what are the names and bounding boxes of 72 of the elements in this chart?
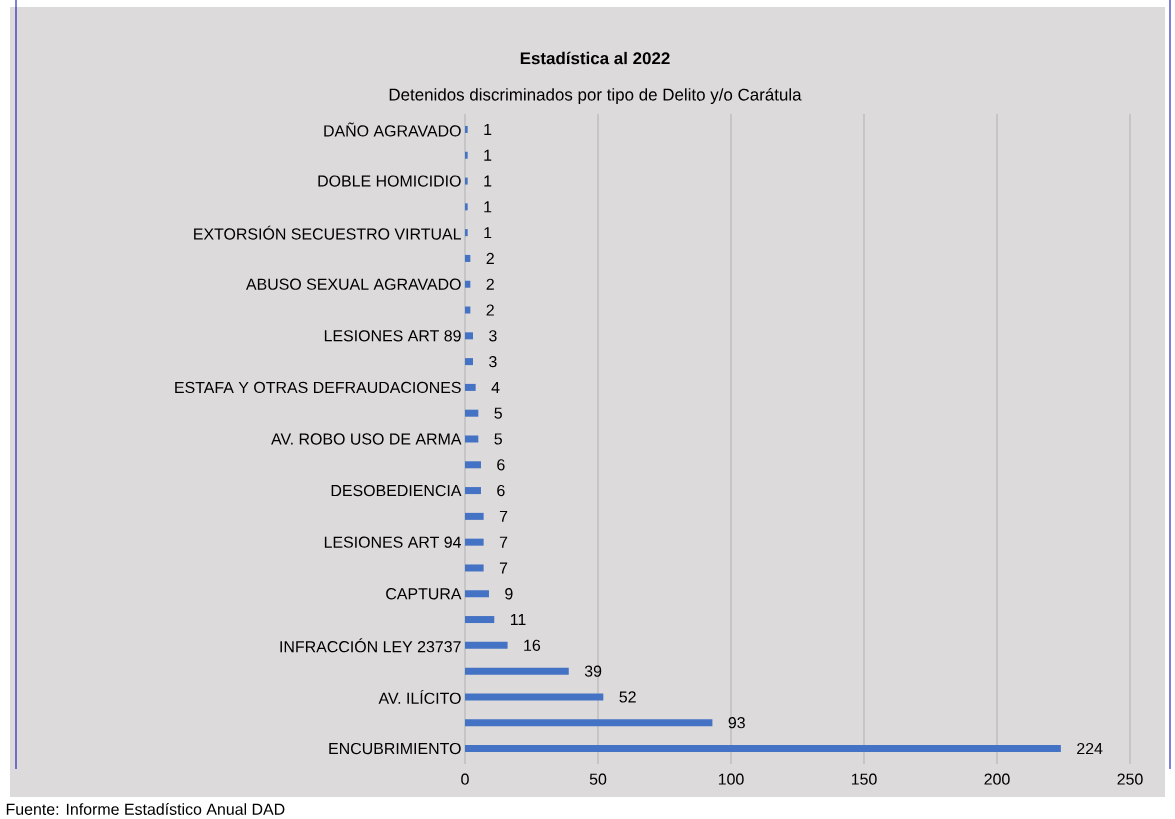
bar [465, 745, 1061, 753]
data-label: 4 [491, 381, 500, 393]
data-label: 11 [510, 614, 526, 626]
y-tick-label: LESIONES ART 89 [324, 330, 461, 342]
bar [465, 538, 484, 546]
bar [465, 177, 468, 185]
bar [465, 358, 473, 366]
bar [465, 461, 481, 469]
data-label: 7 [499, 536, 508, 548]
data-label: 5 [494, 407, 502, 419]
data-label: 3 [489, 355, 497, 368]
chart-title: Estadística al 2022 [520, 51, 670, 65]
data-label: 3 [489, 330, 497, 342]
bar [465, 383, 476, 391]
data-label: 9 [505, 588, 513, 600]
data-label: 39 [584, 665, 602, 677]
data-label: 1 [484, 227, 492, 239]
bar [465, 719, 713, 727]
y-tick-label: ESTAFA Y OTRAS DEFRAUDACIONES [175, 381, 461, 394]
bar [465, 280, 471, 288]
bar [465, 203, 468, 211]
bar [465, 616, 495, 624]
bar [465, 641, 508, 649]
data-label: 2 [486, 278, 494, 290]
x-tick-label: 0 [461, 773, 469, 785]
bar [465, 332, 473, 340]
data-label: 1 [484, 201, 492, 213]
data-label: 16 [524, 639, 541, 651]
bar [465, 667, 569, 675]
bar [465, 229, 468, 237]
source-note: Fuente: Informe Estadístico Anual DAD [6, 803, 285, 815]
x-tick-label: 50 [589, 773, 607, 785]
data-label: 224 [1077, 742, 1103, 755]
data-label: 2 [486, 252, 494, 264]
y-tick-label: INFRACCIÓN LEY 23737 [280, 638, 461, 653]
data-label: 1 [484, 123, 492, 135]
bar [465, 512, 484, 520]
bar [465, 125, 468, 133]
data-label: 1 [484, 149, 492, 161]
data-label: 6 [497, 484, 505, 497]
y-tick-label: ABUSO SEXUAL AGRAVADO [245, 278, 461, 290]
y-tick-label: ENCUBRIMIENTO [329, 742, 461, 755]
bar [465, 151, 468, 159]
y-tick-label: EXTORSIÓN SECUESTRO VIRTUAL [194, 225, 461, 240]
y-tick-label: DOBLE HOMICIDIO [318, 175, 461, 187]
bar [465, 409, 479, 417]
data-label: 52 [619, 691, 636, 703]
data-label: 2 [486, 304, 494, 316]
bar [465, 306, 471, 314]
bar [465, 693, 604, 701]
x-tick-label: 250 [1117, 773, 1143, 785]
bar [465, 254, 471, 262]
data-label: 5 [494, 433, 502, 445]
y-tick-label: DAÑO AGRAVADO [324, 122, 461, 137]
y-tick-label: CAPTURA [386, 588, 462, 600]
x-tick-label: 150 [851, 773, 877, 785]
chart-subtitle: Detenidos discriminados por tipo de Delito y/o Carátula [389, 88, 802, 104]
y-tick-label: LESIONES ART 94 [324, 536, 461, 548]
y-tick-label: DESOBEDIENCIA [331, 484, 462, 497]
data-label: 93 [728, 717, 745, 729]
data-label: 7 [499, 562, 508, 574]
bar [465, 487, 481, 495]
data-label: 6 [497, 459, 505, 471]
data-label: 1 [484, 175, 492, 187]
bar [465, 435, 479, 443]
data-label: 7 [499, 510, 508, 522]
x-tick-label: 200 [984, 773, 1010, 785]
y-tick-label: AV. ILÍCITO [378, 689, 461, 704]
y-tick-label: AV. ROBO USO DE ARMA [271, 433, 462, 445]
bar [465, 564, 484, 572]
bar [465, 590, 489, 598]
x-tick-label: 100 [718, 773, 744, 785]
